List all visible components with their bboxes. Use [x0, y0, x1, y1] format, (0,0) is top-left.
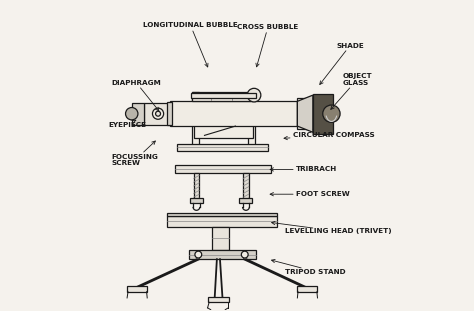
Text: TRIBRACH: TRIBRACH	[270, 166, 337, 172]
Bar	[171, 101, 297, 126]
Text: FOOT SCREW: FOOT SCREW	[270, 191, 350, 197]
Bar	[167, 102, 172, 125]
Polygon shape	[132, 103, 144, 124]
Bar	[127, 286, 147, 292]
Bar	[194, 121, 253, 138]
Text: CIRCULAR COMPASS: CIRCULAR COMPASS	[284, 132, 374, 140]
Bar	[191, 93, 256, 98]
Bar	[243, 173, 249, 202]
Bar	[192, 92, 199, 148]
Circle shape	[155, 111, 161, 116]
Bar	[212, 227, 229, 250]
Bar	[192, 92, 251, 101]
Polygon shape	[297, 95, 313, 132]
Bar	[194, 173, 199, 202]
Text: LEVELLING HEAD (TRIVET): LEVELLING HEAD (TRIVET)	[272, 221, 392, 234]
Circle shape	[195, 251, 202, 258]
Text: FOCUSSING
SCREW: FOCUSSING SCREW	[111, 141, 158, 166]
Bar	[239, 198, 253, 203]
Circle shape	[153, 108, 164, 119]
Text: CROSS BUBBLE: CROSS BUBBLE	[237, 24, 299, 67]
Circle shape	[241, 251, 248, 258]
Circle shape	[247, 88, 261, 102]
Circle shape	[126, 108, 138, 120]
Bar	[167, 216, 277, 227]
Bar	[189, 250, 255, 259]
Circle shape	[253, 94, 255, 97]
Bar	[175, 165, 271, 173]
Bar	[297, 286, 318, 292]
Bar	[313, 94, 333, 134]
Text: SHADE: SHADE	[320, 43, 364, 85]
Text: EYEPIECE: EYEPIECE	[109, 120, 146, 128]
Bar	[248, 92, 255, 148]
Bar	[297, 98, 314, 129]
Bar	[167, 213, 277, 216]
Text: OBJECT
GLASS: OBJECT GLASS	[331, 73, 372, 109]
Text: LONGITUDINAL BUBBLE: LONGITUDINAL BUBBLE	[143, 22, 238, 67]
Bar	[190, 198, 203, 203]
Text: TRIPOD STAND: TRIPOD STAND	[272, 259, 346, 275]
Circle shape	[323, 105, 340, 122]
Bar	[144, 103, 171, 124]
Text: DIAPHRAGM: DIAPHRAGM	[111, 80, 161, 111]
Bar	[177, 144, 268, 151]
Bar	[208, 297, 229, 302]
